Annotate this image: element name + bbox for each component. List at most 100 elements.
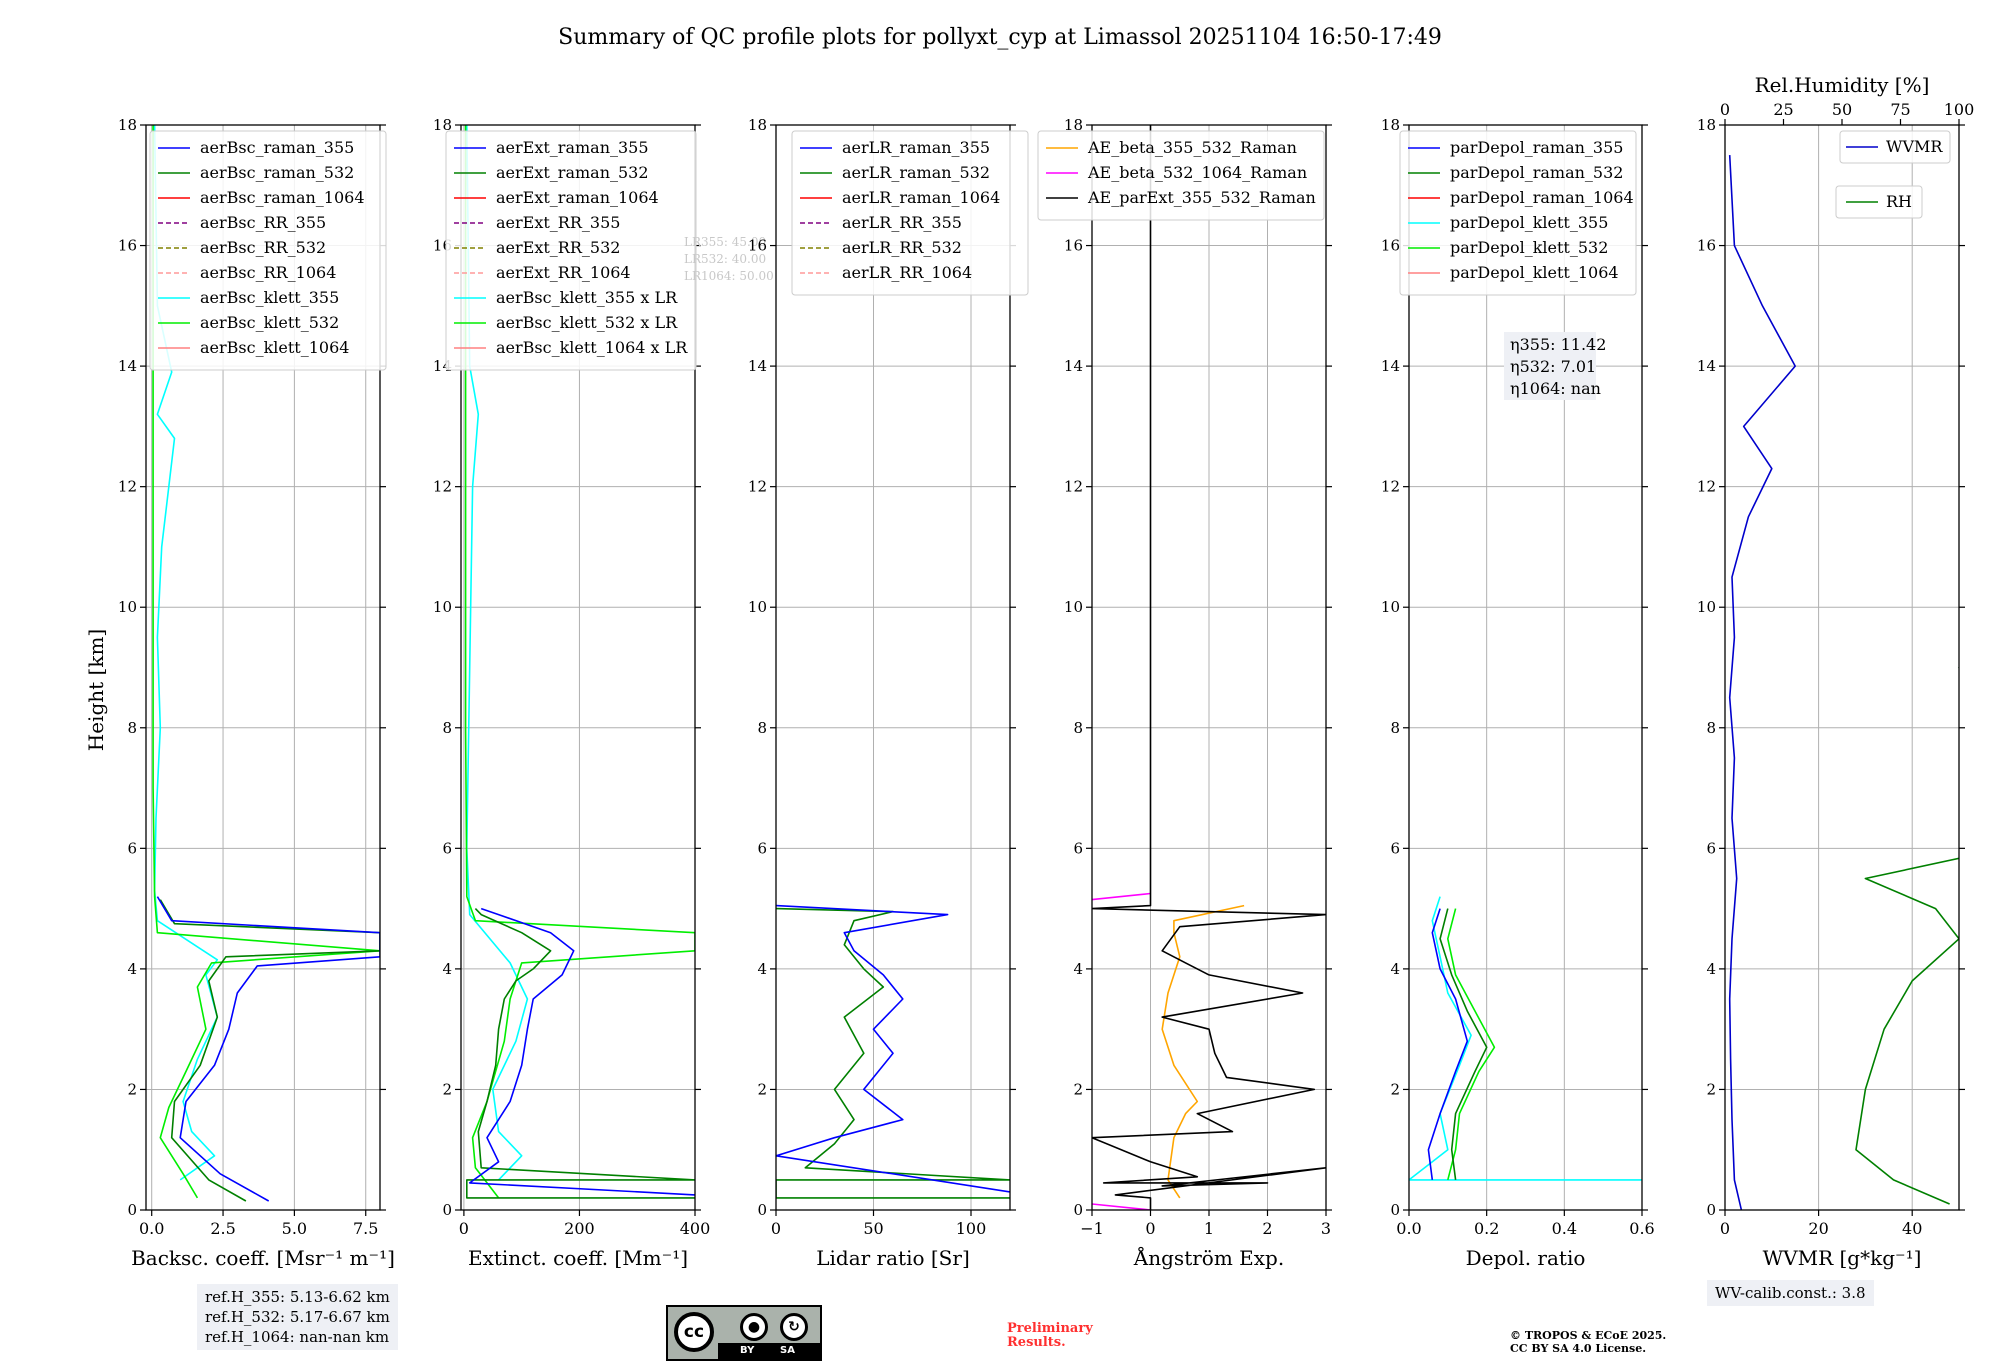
legend-box	[1839, 130, 1951, 164]
legend-label: aerLR_RR_532	[842, 238, 962, 257]
y-tick-label: 2	[1390, 1080, 1400, 1098]
y-tick-label: 0	[757, 1201, 767, 1219]
legend-label: AE_parExt_355_532_Raman	[1087, 188, 1316, 207]
y-tick-label: 18	[1381, 116, 1400, 134]
x-tick-label: 0.0	[1396, 1219, 1421, 1238]
x2-tick-label: 50	[1832, 100, 1852, 119]
series-line	[1092, 125, 1326, 1210]
y-tick-label: 0	[442, 1201, 452, 1219]
legend-label: parDepol_klett_1064	[1450, 263, 1619, 282]
y-tick-label: 0	[1073, 1201, 1083, 1219]
ref-height-532: ref.H_532: 5.17-6.67 km	[205, 1308, 390, 1326]
y-tick-label: 12	[433, 478, 452, 496]
legend-label: aerExt_RR_532	[496, 238, 620, 257]
cc-badge-bar: BY SA	[718, 1343, 820, 1359]
x-tick-label: 5.0	[282, 1219, 307, 1238]
panel-extinction: 0 2 4 6 8 10 12 14 16 18 0 200 400 Extinct. coeff. [M…	[433, 116, 774, 1270]
series-line	[156, 896, 380, 1202]
series-line	[466, 125, 529, 1181]
y-tick-label: 8	[1706, 719, 1716, 737]
x-tick-label: 0	[1145, 1219, 1155, 1238]
legend-box	[445, 130, 697, 371]
share-alike-icon: ↻	[780, 1313, 808, 1341]
y-tick-label: 16	[748, 237, 767, 255]
series-line	[466, 908, 695, 1199]
annotation-box: LR355: 45.00 LR532: 40.00 LR1064: 50.00	[684, 235, 774, 283]
y-tick-label: 12	[1064, 478, 1083, 496]
x-tick-label: 0.4	[1552, 1219, 1577, 1238]
legend-label: aerExt_RR_1064	[496, 263, 631, 282]
y-tick-label: 4	[442, 960, 452, 978]
legend-label: aerBsc_raman_532	[200, 163, 354, 182]
y-tick-label: 6	[127, 839, 137, 857]
series-line	[776, 904, 1010, 1193]
y-tick-label: 12	[1697, 478, 1716, 496]
series-group	[1092, 125, 1326, 1210]
legend-label: aerBsc_RR_532	[200, 238, 326, 257]
series-line	[1427, 908, 1469, 1181]
x2-tick-label: 100	[1944, 100, 1975, 119]
annotation-text: η355: 11.42	[1510, 335, 1606, 354]
legend-label: aerLR_RR_1064	[842, 263, 972, 282]
series-line	[152, 125, 380, 1199]
legend-label: aerLR_raman_1064	[842, 188, 1000, 207]
x-axis-label: Lidar ratio [Sr]	[816, 1246, 970, 1270]
legend-label: RH	[1886, 192, 1912, 211]
y-tick-label: 16	[1697, 237, 1716, 255]
x-tick-label: 3	[1321, 1219, 1331, 1238]
panel-backscatter: 0 2 4 6 8 10 12 14 16 18 0.0 2.5 5.0 7.5 Backsc. coeff…	[118, 116, 395, 1270]
cc-license-badge: cc ● ↻ BY SA	[666, 1305, 822, 1361]
series-line	[468, 907, 695, 1196]
y-tick-label: 12	[748, 478, 767, 496]
legend: aerExt_raman_355 aerExt_raman_532 aerExt_r…	[445, 130, 697, 371]
x-tick-label: 7.5	[353, 1219, 378, 1238]
legend-label: aerBsc_raman_355	[200, 138, 354, 157]
figure-title: Summary of QC profile plots for pollyxt_…	[558, 25, 1442, 50]
legend-label: WVMR	[1886, 137, 1943, 156]
legend-box	[791, 130, 1029, 296]
legend: WVMR RH	[1835, 130, 1951, 219]
annotation-box: η355: 11.42 η532: 7.01 η1064: nan	[1504, 332, 1606, 400]
series-line	[1855, 666, 1959, 1205]
series-line	[1409, 896, 1642, 1181]
x-tick-label: 0.2	[1474, 1219, 1499, 1238]
y-tick-label: 10	[118, 598, 137, 616]
annotation-text: LR355: 45.00	[684, 235, 766, 249]
x-axis-label: Depol. ratio	[1466, 1246, 1586, 1270]
y-tick-label: 2	[757, 1080, 767, 1098]
legend-label: AE_beta_532_1064_Raman	[1087, 163, 1307, 182]
axes-frame	[1408, 124, 1643, 1211]
legend-label: parDepol_raman_355	[1450, 138, 1623, 157]
y-tick-label: 16	[118, 237, 137, 255]
x2-axis-label: Rel.Humidity [%]	[1755, 73, 1930, 97]
y-tick-label: 6	[442, 839, 452, 857]
copyright-note: © TROPOS & ECoE 2025. CC BY SA 4.0 Licen…	[1510, 1329, 1666, 1355]
y-tick-label: 10	[1697, 598, 1716, 616]
x-tick-label: 0	[1720, 1219, 1730, 1238]
y-tick-label: 16	[1381, 237, 1400, 255]
legend-label: aerBsc_RR_1064	[200, 263, 336, 282]
y-tick-label: 4	[1706, 960, 1716, 978]
legend-label: parDepol_klett_355	[1450, 213, 1608, 232]
x-axis-label: WVMR [g*kg⁻¹]	[1763, 1246, 1922, 1270]
y-tick-label: 14	[1381, 357, 1400, 375]
x-tick-label: 20	[1808, 1219, 1828, 1238]
y-tick-label: 2	[1706, 1080, 1716, 1098]
series-line	[1092, 892, 1151, 901]
x-axis-label: Backsc. coeff. [Msr⁻¹ m⁻¹]	[131, 1246, 395, 1270]
x-tick-label: 2	[1262, 1219, 1272, 1238]
y-tick-label: 18	[433, 116, 452, 134]
x-tick-label: 200	[564, 1219, 595, 1238]
panel-lidar_ratio: 0 2 4 6 8 10 12 14 16 18 0 50 100 Lidar ratio [Sr] aer…	[748, 116, 1029, 1270]
y-tick-label: 2	[442, 1080, 452, 1098]
series-line	[1092, 1203, 1151, 1210]
legend-label: parDepol_raman_532	[1450, 163, 1623, 182]
y-tick-label: 6	[1390, 839, 1400, 857]
annotation-text: LR532: 40.00	[684, 252, 766, 266]
y-tick-label: 4	[1390, 960, 1400, 978]
cc-by-label: BY	[740, 1345, 755, 1356]
y-tick-label: 6	[757, 839, 767, 857]
